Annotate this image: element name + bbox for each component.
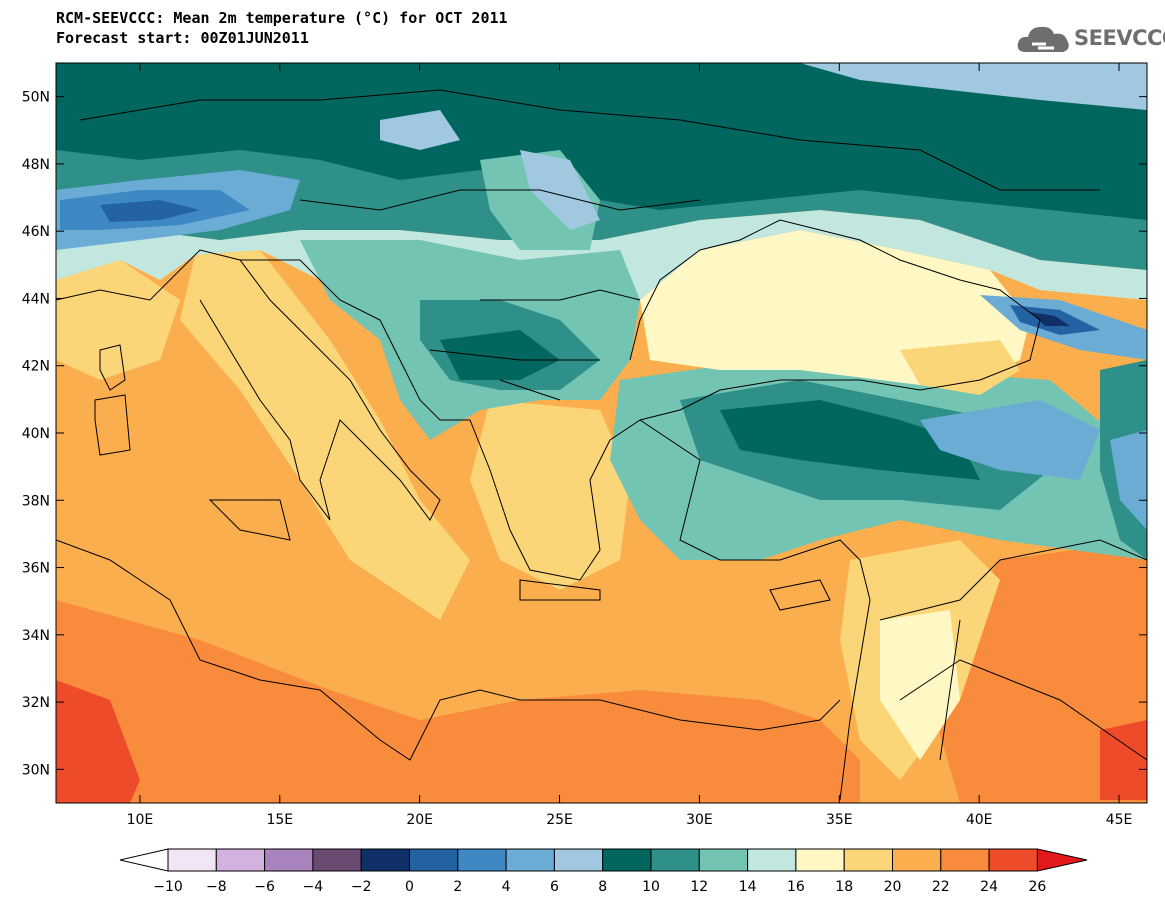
x-tick-label: 45E	[1106, 812, 1133, 828]
y-tick-label: 38N	[22, 493, 50, 509]
y-tick-label: 46N	[22, 224, 50, 240]
colorbar-swatch	[553, 848, 604, 872]
x-tick-label: 15E	[266, 812, 293, 828]
colorbar-swatch	[312, 848, 362, 872]
seevccc-logo: SEEVCCC	[1016, 22, 1165, 56]
colorbar-label: 4	[502, 879, 511, 895]
colorbar-swatch	[892, 848, 942, 872]
colorbar-high-arrow	[1036, 848, 1088, 872]
y-tick-label: 50N	[22, 90, 50, 106]
colorbar-label: 6	[550, 879, 559, 895]
colorbar-label: 14	[739, 879, 757, 895]
coastlines	[56, 89, 1147, 801]
colorbar-label: −6	[254, 879, 275, 895]
colorbar-swatch	[167, 848, 217, 872]
x-tick-label: 10E	[127, 812, 154, 828]
colorbar-swatch	[264, 848, 314, 872]
cloud-icon	[1017, 26, 1069, 52]
x-tick-label: 20E	[406, 812, 433, 828]
colorbar-swatch	[988, 848, 1038, 872]
x-tick-label: 25E	[546, 812, 573, 828]
y-tick-label: 40N	[22, 426, 50, 442]
title-line-2: Forecast start: 00Z01JUN2011	[56, 29, 309, 47]
colorbar-swatch	[215, 848, 266, 872]
y-tick-label: 30N	[22, 762, 50, 778]
temperature-map: 10E 15E 20E 25E 30E 35E 40E 45E 50N 48N 46N 44N 42N…	[22, 62, 1148, 828]
colorbar-swatch	[747, 848, 797, 872]
y-tick-label: 32N	[22, 695, 50, 711]
y-tick-label: 42N	[22, 359, 50, 375]
colorbar-label: −8	[206, 879, 227, 895]
colorbar-label: 18	[835, 879, 853, 895]
colorbar-swatch	[940, 848, 990, 872]
colorbar-swatch	[505, 848, 555, 872]
colorbar-swatch	[650, 848, 700, 872]
colorbar-low-arrow	[119, 848, 169, 872]
colorbar-label: 26	[1028, 879, 1046, 895]
colorbar-swatch	[843, 848, 894, 872]
colorbar-label: 22	[932, 879, 950, 895]
title-line-1: RCM-SEEVCCC: Mean 2m temperature (°C) fo…	[56, 9, 508, 27]
map-title: RCM-SEEVCCC: Mean 2m temperature (°C) fo…	[56, 8, 508, 48]
y-tick-label: 44N	[22, 291, 50, 307]
colorbar-swatch	[360, 848, 411, 872]
y-axis: 50N 48N 46N 44N 42N 40N 38N 36N 34N 32N 30N	[22, 90, 1147, 778]
colorbar-label: −4	[303, 879, 324, 895]
colorbar-label: −10	[153, 879, 183, 895]
x-axis: 10E 15E 20E 25E 30E 35E 40E 45E	[127, 63, 1133, 828]
colorbar-label: 24	[980, 879, 998, 895]
x-tick-label: 30E	[686, 812, 713, 828]
colorbar-label: 8	[598, 879, 607, 895]
colorbar-label: 2	[453, 879, 462, 895]
colorbar-label: 10	[642, 879, 660, 895]
colorbar-swatch	[457, 848, 507, 872]
contour-fill	[56, 63, 1147, 803]
x-tick-label: 40E	[966, 812, 993, 828]
colorbar-label: 16	[787, 879, 805, 895]
colorbar-label: 20	[884, 879, 902, 895]
colorbar-swatch	[698, 848, 749, 872]
colorbar-label: 12	[690, 879, 708, 895]
logo-text: SEEVCCC	[1074, 26, 1165, 50]
y-tick-label: 36N	[22, 561, 50, 577]
colorbar-swatch	[602, 848, 652, 872]
colorbar-swatch	[795, 848, 845, 872]
colorbar-label: 0	[405, 879, 414, 895]
y-tick-label: 48N	[22, 157, 50, 173]
colorbar-swatch	[409, 848, 459, 872]
y-tick-label: 34N	[22, 628, 50, 644]
colorbar-label: −2	[351, 879, 372, 895]
x-tick-label: 35E	[826, 812, 853, 828]
